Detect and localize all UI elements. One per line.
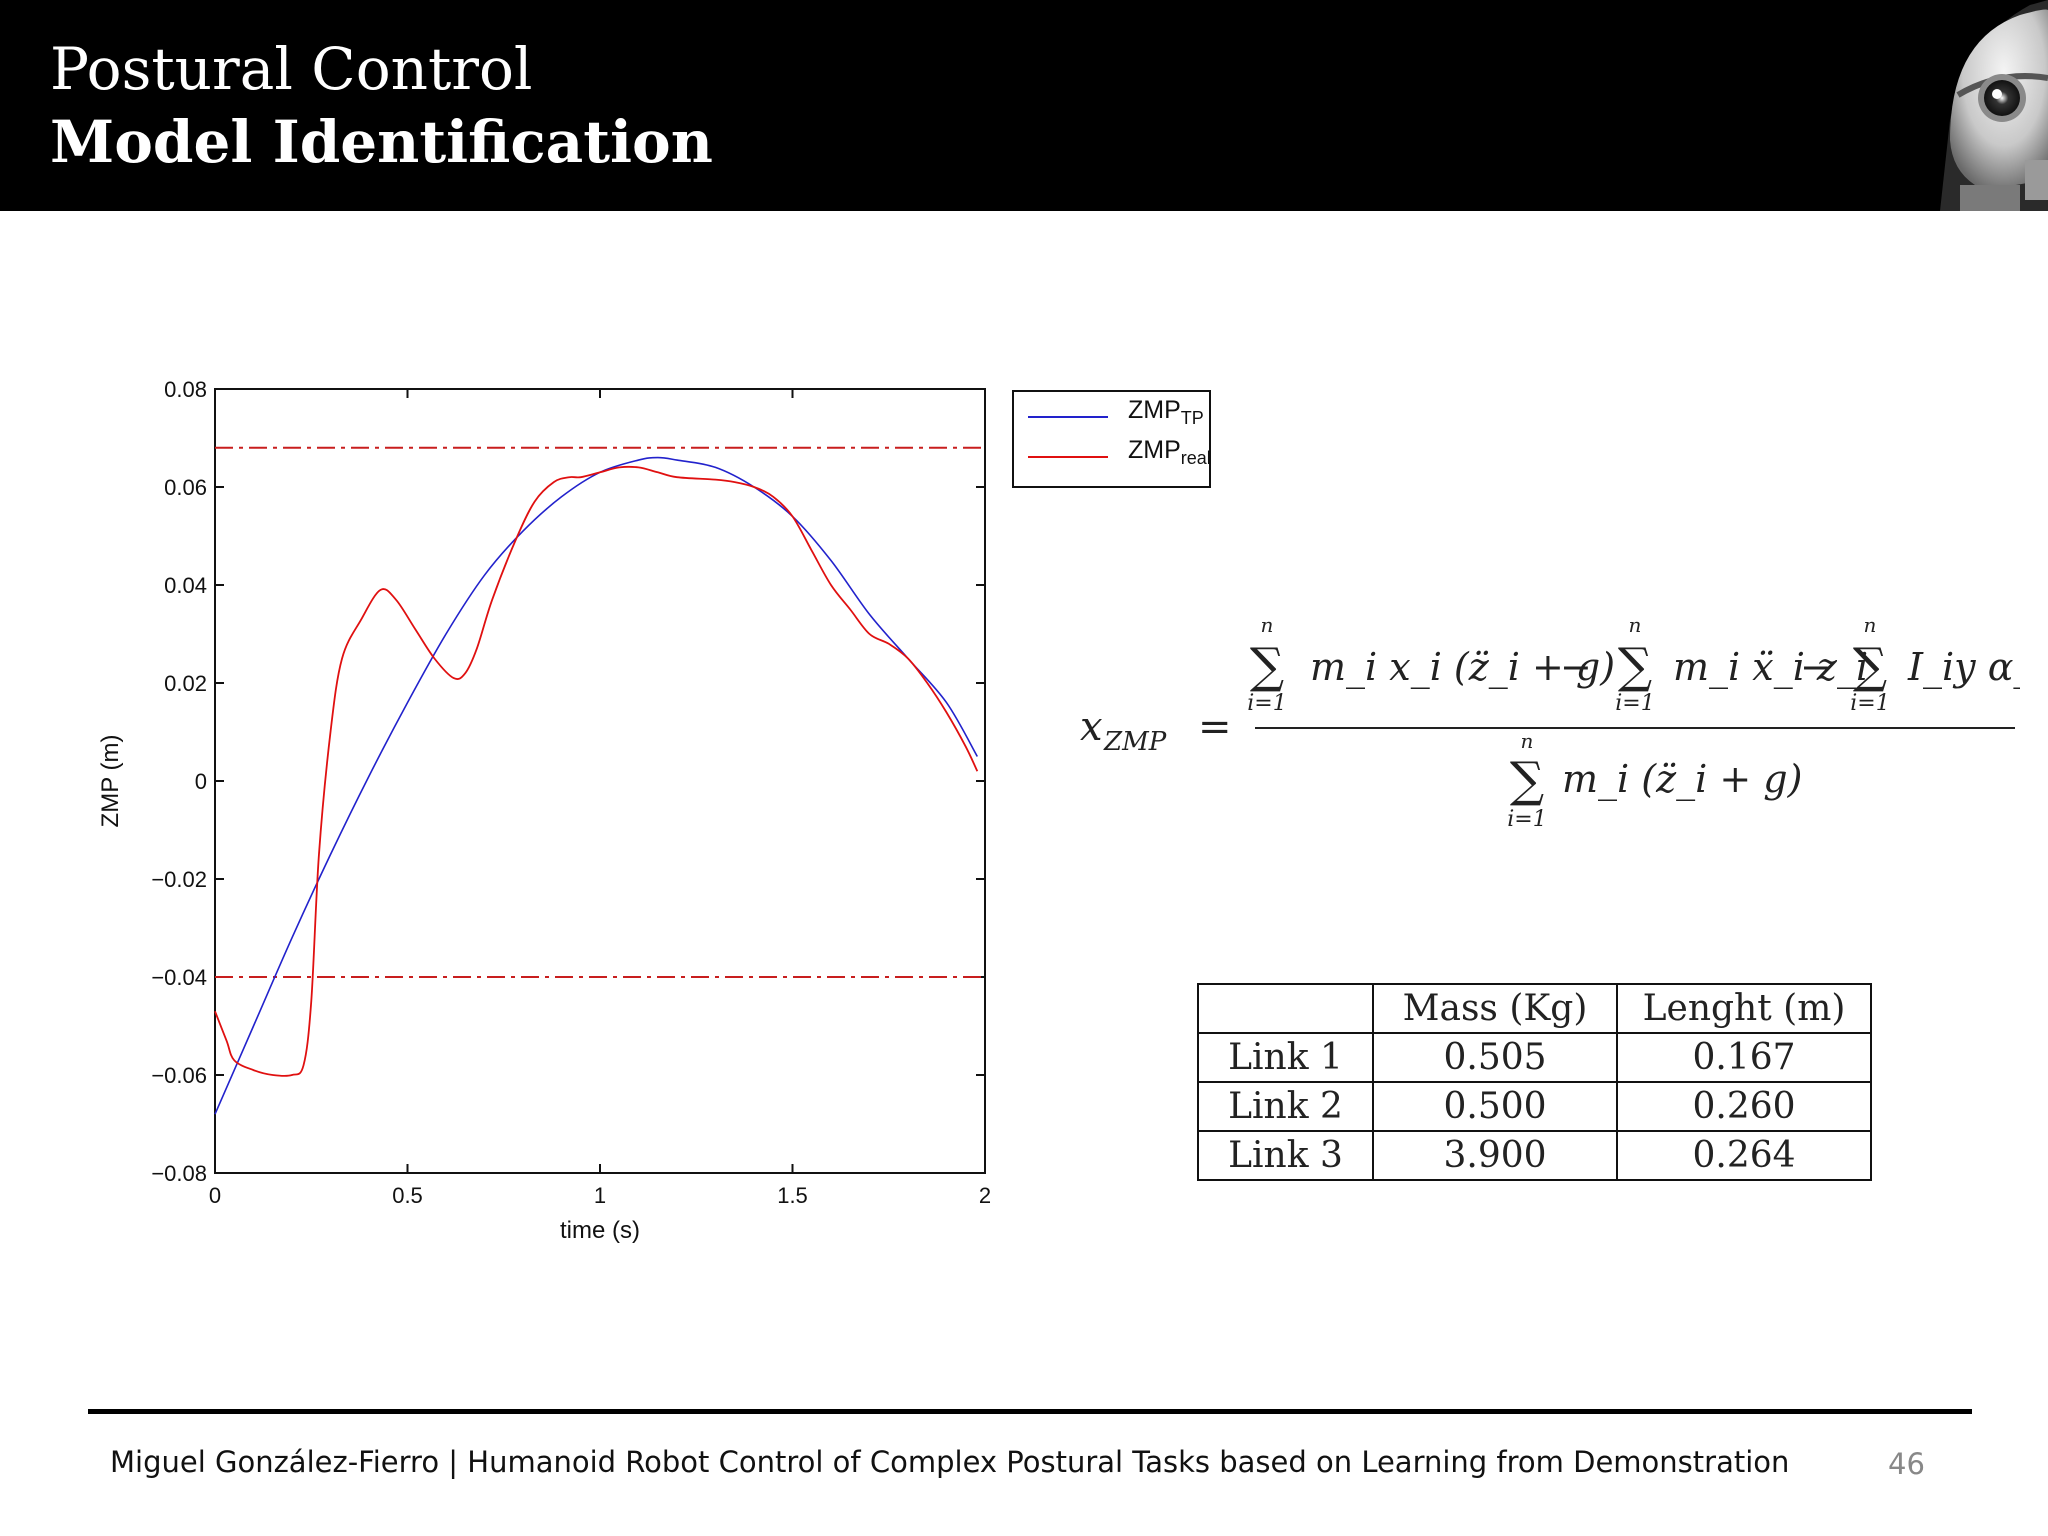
sum-lower: i=1 — [1247, 691, 1286, 716]
equation-lhs-subscript: ZMP — [1103, 727, 1167, 757]
sum-lower: i=1 — [1850, 691, 1889, 716]
y-tick-label: 0.08 — [164, 377, 207, 402]
series-line-zmp-tp — [214, 456, 978, 1115]
table-header-row: Mass (Kg) Lenght (m) — [1197, 983, 1872, 1034]
zmp-plot: 0 0.5 1 1.5 2 0.08 0.06 0.04 0.02 0 −0.02 −0.04 −0.0… — [96, 370, 1006, 1260]
table-cell: 3.900 — [1372, 1130, 1618, 1181]
sum-lower: i=1 — [1507, 807, 1546, 832]
sigma-icon: ∑ — [1618, 638, 1652, 694]
sum-upper: n — [1629, 613, 1642, 637]
y-tick-label: 0.06 — [164, 475, 207, 500]
numerator-term-1: m_i x_i (z̈_i + g) — [1310, 645, 1615, 690]
numerator-op-1: − — [1560, 645, 1592, 689]
table-row: Link 1 0.505 0.167 — [1197, 1032, 1872, 1083]
x-tick-label: 0.5 — [392, 1183, 423, 1208]
table-cell: 0.505 — [1372, 1032, 1618, 1083]
table-header-cell — [1197, 983, 1374, 1034]
x-tick-label: 1 — [594, 1183, 606, 1208]
table-cell: Link 2 — [1197, 1081, 1374, 1132]
y-tick-label: −0.08 — [151, 1161, 207, 1186]
series-lines — [214, 456, 979, 1115]
x-tick-label: 2 — [979, 1183, 991, 1208]
chart-legend: ZMPTP ZMPreal — [1012, 390, 1211, 488]
zmp-equation: x ZMP = n ∑ i=1 m_i x_i (z̈_i + g) − n ∑… — [1070, 600, 2048, 850]
numerator-term-2: m_i ẍ_i z_i — [1673, 645, 1868, 690]
reference-lines — [215, 446, 985, 978]
table-header-cell: Mass (Kg) — [1372, 983, 1618, 1034]
legend-subscript: TP — [1180, 408, 1204, 428]
x-tick-label: 0 — [209, 1183, 221, 1208]
slide-header: Postural Control Model Identification — [0, 0, 2048, 211]
axis-ticks: 0 0.5 1 1.5 2 0.08 0.06 0.04 0.02 0 −0.02 −0.04 −0.0… — [151, 377, 991, 1208]
plot-area — [214, 388, 986, 1174]
link-parameters-table: Mass (Kg) Lenght (m) Link 1 0.505 0.167 … — [1197, 983, 1872, 1181]
legend-item-zmp-real: ZMPreal — [1028, 436, 1211, 468]
robot-head-image — [1800, 0, 2048, 211]
numerator-op-2: − — [1800, 645, 1832, 689]
table-cell: Link 1 — [1197, 1032, 1374, 1083]
equation-lhs: x — [1080, 704, 1103, 750]
table-header-cell: Lenght (m) — [1616, 983, 1872, 1034]
table-cell: Link 3 — [1197, 1130, 1374, 1181]
x-axis-label: time (s) — [560, 1217, 640, 1244]
table-row: Link 3 3.900 0.264 — [1197, 1130, 1872, 1181]
y-axis-label: ZMP (m) — [97, 735, 124, 828]
y-tick-label: −0.02 — [151, 867, 207, 892]
table-cell: 0.264 — [1616, 1130, 1872, 1181]
denominator-term: m_i (z̈_i + g) — [1562, 757, 1802, 802]
equation-equals: = — [1198, 704, 1232, 750]
legend-item-zmp-tp: ZMPTP — [1028, 396, 1208, 428]
numerator-term-3: I_iy α_iy — [1907, 645, 2020, 690]
sum-lower: i=1 — [1615, 691, 1654, 716]
footer-rule — [88, 1409, 1972, 1414]
series-line-zmp-real — [214, 465, 979, 1077]
page-number: 46 — [1888, 1447, 1925, 1481]
y-tick-label: 0.04 — [164, 573, 207, 598]
legend-label: ZMP — [1128, 436, 1181, 464]
y-tick-label: 0 — [195, 769, 207, 794]
sigma-icon: ∑ — [1510, 752, 1544, 808]
legend-swatch-zmp-tp — [1028, 416, 1108, 418]
table-row: Link 2 0.500 0.260 — [1197, 1081, 1872, 1132]
x-tick-label: 1.5 — [777, 1183, 808, 1208]
footer-author: Miguel González-Fierro — [110, 1445, 440, 1479]
slide-title: Postural Control — [50, 35, 533, 103]
sigma-icon: ∑ — [1853, 638, 1887, 694]
sum-upper: n — [1261, 613, 1274, 637]
y-tick-label: 0.02 — [164, 671, 207, 696]
sigma-icon: ∑ — [1250, 638, 1284, 694]
table-cell: 0.167 — [1616, 1032, 1872, 1083]
y-tick-label: −0.04 — [151, 965, 207, 990]
sum-upper: n — [1521, 729, 1534, 753]
legend-label: ZMP — [1128, 396, 1181, 424]
sum-upper: n — [1864, 613, 1877, 637]
zmp-chart-svg: 0 0.5 1 1.5 2 0.08 0.06 0.04 0.02 0 −0.02 −0.04 −0.0… — [97, 377, 991, 1244]
y-tick-label: −0.06 — [151, 1063, 207, 1088]
table-cell: 0.500 — [1372, 1081, 1618, 1132]
legend-subscript: real — [1180, 448, 1211, 468]
legend-swatch-zmp-real — [1028, 456, 1108, 458]
footer-separator: | — [448, 1445, 459, 1479]
slide-footer: Miguel González-Fierro | Humanoid Robot … — [110, 1445, 1789, 1479]
slide-subtitle: Model Identification — [50, 108, 713, 176]
table-cell: 0.260 — [1616, 1081, 1872, 1132]
footer-thesis-title: Humanoid Robot Control of Complex Postur… — [467, 1445, 1790, 1479]
